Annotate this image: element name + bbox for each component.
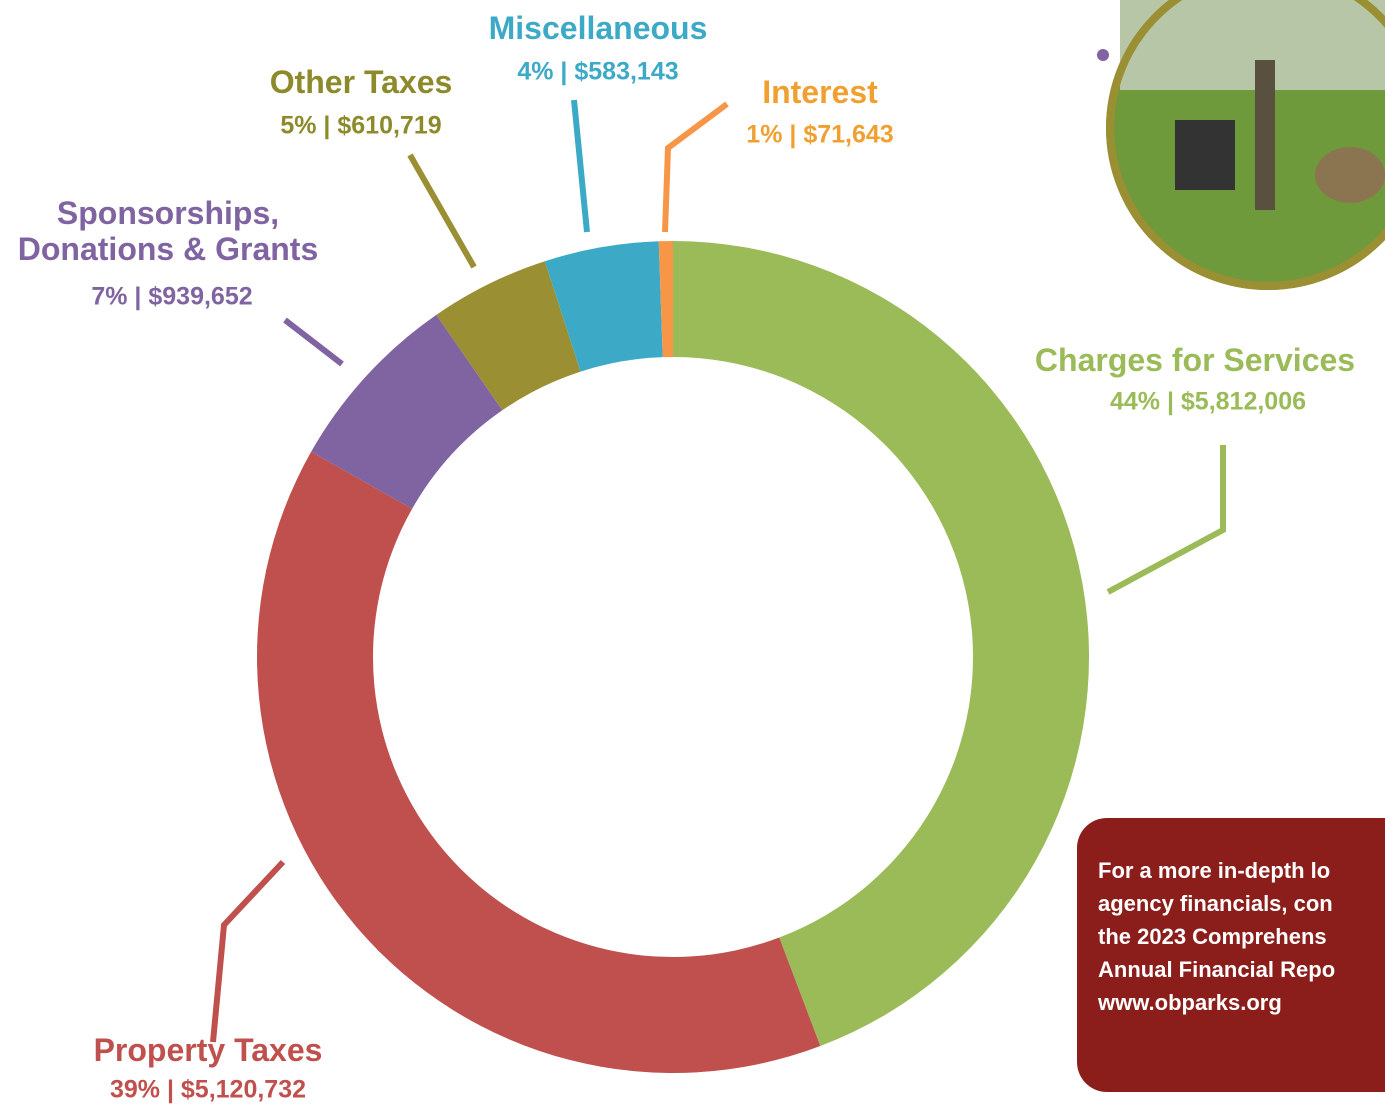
photo (1110, 0, 1385, 286)
leader-line (665, 104, 727, 232)
leader-line (574, 100, 587, 232)
leader-line (213, 862, 283, 1042)
category-label: Sponsorships, Donations & Grants (0, 195, 338, 267)
category-label: Charges for Services (1035, 342, 1355, 378)
page: {"chart_data": {"type": "donut", "catego… (0, 0, 1385, 1106)
value-label: 1% | $71,643 (746, 121, 893, 150)
value-label: 39% | $5,120,732 (110, 1076, 306, 1105)
bullet (1097, 49, 1109, 61)
callout-line: Annual Financial Repo (1098, 953, 1385, 986)
leader-line (285, 320, 342, 364)
category-label: Interest (762, 74, 878, 110)
callout-line: agency financials, con (1098, 887, 1385, 920)
donut-segment (673, 241, 1089, 1046)
value-label: 5% | $610,719 (280, 112, 441, 141)
callout-line: the 2023 Comprehens (1098, 920, 1385, 953)
value-label: 44% | $5,812,006 (1110, 388, 1306, 417)
callout-line: www.obparks.org (1098, 986, 1385, 1019)
category-label: Miscellaneous (489, 10, 708, 46)
leader-line (1108, 445, 1223, 592)
category-label: Other Taxes (270, 64, 453, 100)
callout-line: For a more in-depth lo (1098, 854, 1385, 887)
donut-segment (257, 452, 820, 1073)
value-label: 4% | $583,143 (517, 58, 678, 87)
category-label: Property Taxes (94, 1032, 323, 1068)
value-label: 7% | $939,652 (91, 283, 252, 312)
leader-line (410, 155, 474, 267)
